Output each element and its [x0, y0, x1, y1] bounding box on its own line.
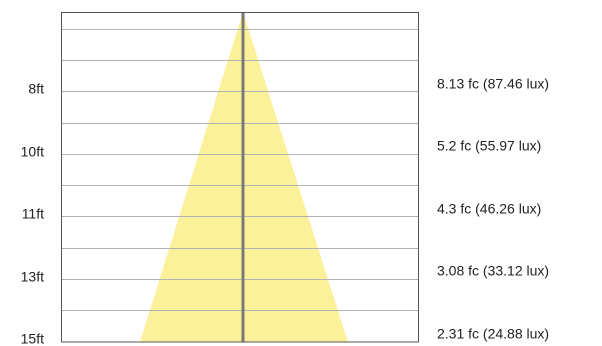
height-label: 10ft — [21, 144, 44, 160]
frame — [61, 12, 419, 343]
illuminance-label: 3.08 fc (33.12 lux) — [437, 263, 549, 279]
height-label: 15ft — [21, 331, 44, 346]
illuminance-label: 8.13 fc (87.46 lux) — [437, 76, 549, 92]
height-label: 8ft — [28, 81, 44, 97]
illuminance-label: 2.31 fc (24.88 lux) — [437, 326, 549, 342]
illuminance-label: 4.3 fc (46.26 lux) — [437, 201, 541, 217]
grid-lines — [61, 29, 419, 311]
height-label: 13ft — [21, 269, 44, 285]
height-label: 11ft — [22, 206, 44, 222]
illuminance-label: 5.2 fc (55.97 lux) — [437, 138, 541, 154]
